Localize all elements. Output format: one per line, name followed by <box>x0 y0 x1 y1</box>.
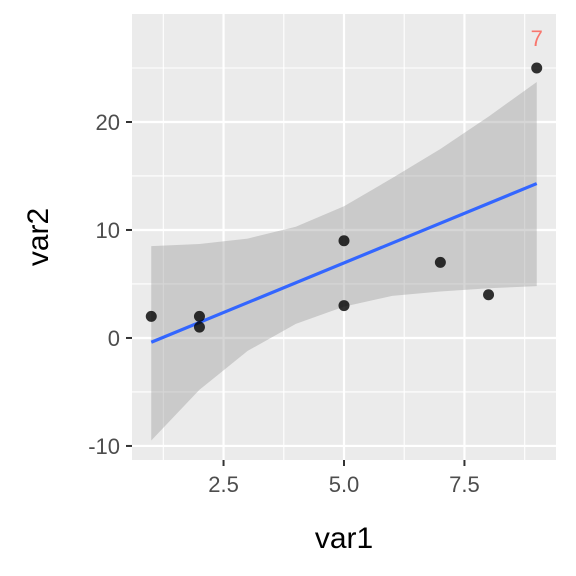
data-point <box>434 256 446 268</box>
data-points <box>145 62 543 333</box>
data-point <box>338 235 350 247</box>
y-tick-label: 10 <box>96 218 120 243</box>
x-axis: 2.5 5.0 7.5 <box>208 460 480 497</box>
data-point <box>193 321 205 333</box>
y-tick-label: -10 <box>88 434 120 459</box>
data-point <box>338 300 350 312</box>
point-annotation-label: 7 <box>531 26 543 51</box>
x-axis-title: var1 <box>315 522 373 555</box>
data-point <box>145 310 157 322</box>
y-axis: -10 0 10 20 <box>88 110 132 459</box>
data-point <box>483 289 495 301</box>
y-tick-label: 20 <box>96 110 120 135</box>
x-tick-label: 7.5 <box>449 472 480 497</box>
data-point <box>531 62 543 74</box>
point-annotations: 7 <box>531 26 543 51</box>
y-axis-title: var2 <box>22 208 55 266</box>
y-tick-label: 0 <box>108 326 120 351</box>
data-point <box>193 310 205 322</box>
x-tick-label: 2.5 <box>208 472 239 497</box>
x-tick-label: 5.0 <box>329 472 360 497</box>
regression-line <box>150 182 538 344</box>
